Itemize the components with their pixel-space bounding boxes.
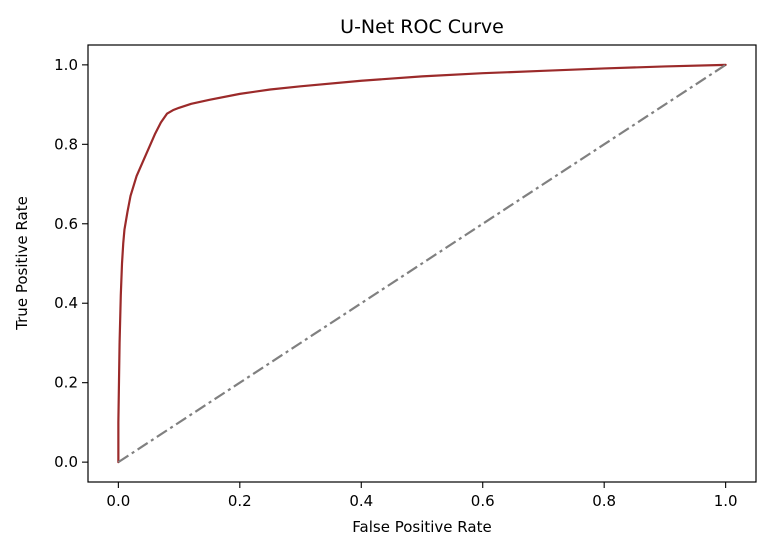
y-tick-label: 0.8	[54, 135, 78, 153]
y-tick-label: 0.2	[54, 374, 78, 392]
x-tick-label: 0.6	[471, 492, 495, 510]
y-tick-label: 0.4	[54, 294, 78, 312]
x-tick-label: 0.2	[228, 492, 252, 510]
plot-frame	[87, 44, 757, 483]
x-tick-label: 0.0	[106, 492, 130, 510]
x-axis-ticks: 0.0 0.2 0.4 0.6 0.8 1.0	[106, 482, 738, 510]
plot-area	[87, 44, 757, 483]
x-tick-label: 0.4	[349, 492, 373, 510]
chance-diagonal-line	[117, 63, 727, 464]
y-axis-ticks: 0.0 0.2 0.4 0.6 0.8 1.0	[54, 56, 88, 471]
series-layer	[117, 63, 727, 464]
roc-curve-line	[117, 63, 727, 464]
chart-title: U-Net ROC Curve	[340, 16, 504, 38]
y-tick-label: 1.0	[54, 56, 78, 74]
y-axis-label: True Positive Rate	[13, 196, 31, 331]
x-tick-label: 1.0	[714, 492, 738, 510]
y-tick-label: 0.0	[54, 453, 78, 471]
x-axis-label: False Positive Rate	[352, 518, 491, 536]
x-tick-label: 0.8	[592, 492, 616, 510]
y-tick-label: 0.6	[54, 215, 78, 233]
